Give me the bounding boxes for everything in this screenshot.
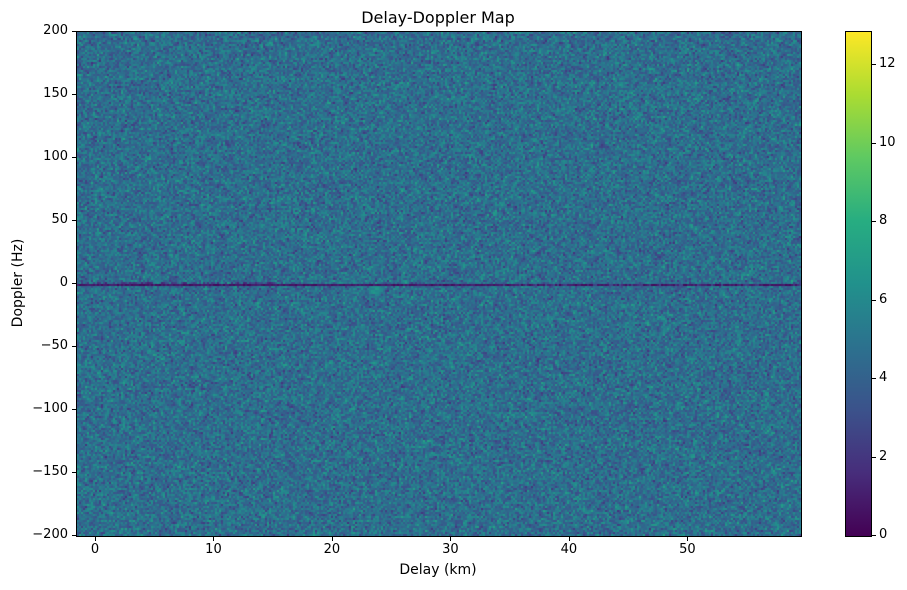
y-tick-mark <box>72 31 76 32</box>
y-tick-mark <box>72 346 76 347</box>
colorbar-tick-label: 10 <box>879 134 896 150</box>
x-tick-label: 50 <box>679 542 696 557</box>
y-tick-label: 0 <box>59 275 68 290</box>
x-tick-label: 30 <box>442 542 459 557</box>
x-axis-label: Delay (km) <box>399 562 477 578</box>
colorbar-tick-mark <box>872 142 876 144</box>
colorbar <box>845 31 872 537</box>
colorbar-tick-label: 4 <box>879 370 888 386</box>
x-tick-mark <box>94 537 96 541</box>
colorbar-tick-mark <box>872 299 876 301</box>
x-tick-mark <box>213 537 215 541</box>
y-tick-mark <box>72 94 76 95</box>
x-tick-mark <box>450 537 452 541</box>
heatmap-canvas <box>77 32 801 536</box>
plot-area <box>76 31 802 537</box>
chart-title: Delay-Doppler Map <box>361 8 515 27</box>
y-tick-label: 200 <box>43 23 68 38</box>
colorbar-tick-label: 12 <box>879 56 896 72</box>
colorbar-tick-mark <box>872 221 876 223</box>
x-tick-label: 0 <box>90 542 100 557</box>
y-tick-label: 50 <box>51 212 68 227</box>
colorbar-tick-label: 2 <box>879 448 888 464</box>
colorbar-tick-mark <box>872 378 876 380</box>
colorbar-tick-mark <box>872 456 876 458</box>
colorbar-tick-label: 6 <box>879 291 888 307</box>
x-tick-mark <box>331 537 333 541</box>
colorbar-tick-mark <box>872 64 876 66</box>
y-tick-label: 100 <box>43 149 68 164</box>
y-tick-label: 150 <box>43 86 68 101</box>
x-tick-label: 10 <box>205 542 222 557</box>
x-tick-mark <box>568 537 570 541</box>
y-tick-mark <box>72 220 76 221</box>
colorbar-tick-label: 8 <box>879 213 888 229</box>
colorbar-tick-mark <box>872 535 876 536</box>
y-tick-label: −50 <box>40 338 68 353</box>
y-tick-mark <box>72 283 76 284</box>
x-tick-label: 40 <box>560 542 578 557</box>
y-tick-mark <box>72 157 76 158</box>
y-tick-label: −150 <box>32 464 68 479</box>
y-tick-label: −200 <box>32 527 68 542</box>
x-tick-label: 20 <box>323 542 341 557</box>
colorbar-tick-label: 0 <box>879 527 888 542</box>
y-tick-label: −100 <box>32 401 68 416</box>
y-tick-mark <box>72 472 76 473</box>
y-tick-mark <box>72 535 76 536</box>
x-tick-mark <box>687 537 689 541</box>
y-tick-mark <box>72 409 76 410</box>
